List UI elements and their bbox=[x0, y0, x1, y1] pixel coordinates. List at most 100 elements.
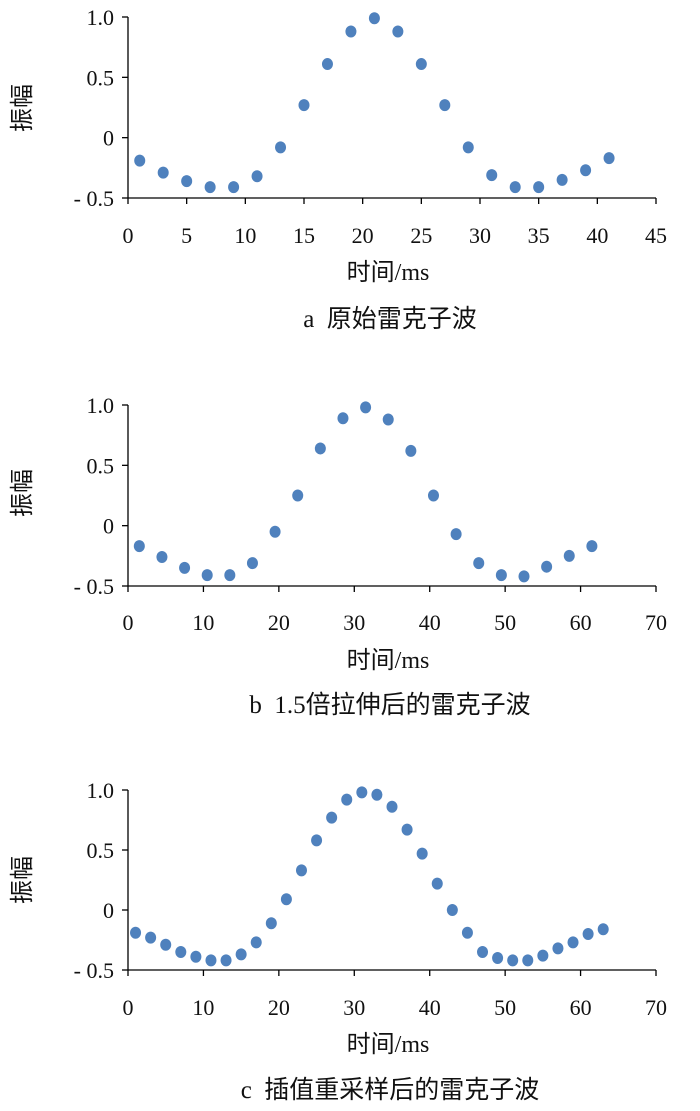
data-point bbox=[563, 549, 575, 562]
data-point bbox=[462, 141, 474, 154]
chart-panel-2: 0 10 20 30 40 50 60 70 1.0 0.5 0 - 0.5 时间/ms 振幅 b 1.5倍… bbox=[9, 393, 667, 719]
data-point bbox=[580, 164, 592, 177]
data-point bbox=[386, 800, 398, 813]
x-axis-title: 时间/ms bbox=[347, 1031, 430, 1058]
data-point bbox=[507, 954, 519, 967]
data-point bbox=[582, 928, 594, 940]
data-point bbox=[439, 99, 451, 112]
data-point bbox=[130, 926, 142, 939]
data-point bbox=[160, 938, 172, 951]
x-tick-label: 35 bbox=[528, 223, 550, 248]
x-tick-label: 10 bbox=[192, 610, 214, 635]
x-tick-label: 50 bbox=[494, 610, 516, 635]
data-point bbox=[228, 181, 240, 194]
data-point bbox=[522, 954, 534, 967]
data-point bbox=[295, 864, 307, 877]
y-tick-label: 0 bbox=[103, 514, 114, 539]
data-point bbox=[235, 948, 247, 961]
data-point bbox=[401, 823, 413, 836]
x-tick-label: 30 bbox=[343, 995, 365, 1020]
x-tick-label: 10 bbox=[192, 995, 214, 1020]
data-point bbox=[461, 926, 473, 939]
y-tick-label: 0 bbox=[103, 126, 114, 151]
x-tick-label: 10 bbox=[234, 223, 256, 248]
data-point bbox=[321, 58, 333, 71]
x-tick-label: 25 bbox=[410, 223, 432, 248]
data-point bbox=[190, 950, 202, 963]
data-point bbox=[201, 569, 213, 582]
data-point bbox=[224, 569, 236, 582]
y-tick-label: 1.0 bbox=[87, 393, 115, 418]
y-axis-title: 振幅 bbox=[9, 856, 36, 904]
y-tick-label: 1.0 bbox=[87, 5, 115, 30]
data-point bbox=[473, 557, 485, 570]
data-point bbox=[134, 154, 146, 167]
chart-panel-1: 0 5 10 15 20 25 30 35 40 45 1.0 0.5 0 - 0.5 时间/ms 振幅 a 原… bbox=[9, 5, 667, 333]
chart-panel-3: 0 10 20 30 40 50 60 70 1.0 0.5 0 - 0.5 时间/ms 振幅 c 插值重采… bbox=[9, 778, 667, 1104]
data-point bbox=[175, 946, 187, 958]
data-point bbox=[337, 412, 349, 425]
y-axis-title: 振幅 bbox=[9, 469, 36, 517]
x-tick-label: 50 bbox=[494, 995, 516, 1020]
data-point bbox=[246, 557, 258, 570]
data-point bbox=[427, 489, 439, 502]
data-point bbox=[360, 401, 372, 414]
data-point bbox=[486, 169, 498, 182]
data-point bbox=[156, 551, 168, 564]
data-point bbox=[541, 560, 553, 573]
data-point bbox=[597, 923, 609, 936]
x-tick-label: 20 bbox=[352, 223, 374, 248]
x-tick-label: 70 bbox=[645, 995, 667, 1020]
x-tick-label: 40 bbox=[586, 223, 608, 248]
data-point bbox=[145, 931, 157, 944]
data-point bbox=[405, 444, 417, 457]
data-point bbox=[509, 181, 521, 194]
data-point bbox=[292, 489, 304, 502]
x-tick-label: 0 bbox=[123, 995, 134, 1020]
x-tick-label: 5 bbox=[181, 223, 192, 248]
panel-caption: a 原始雷克子波 bbox=[303, 305, 477, 333]
y-tick-label: 0 bbox=[103, 898, 114, 923]
data-point bbox=[298, 99, 310, 112]
data-point bbox=[382, 413, 394, 426]
x-tick-label: 20 bbox=[268, 610, 290, 635]
data-point bbox=[537, 949, 549, 962]
x-tick-label: 15 bbox=[293, 223, 315, 248]
y-tick-label: 1.0 bbox=[87, 778, 115, 803]
x-tick-label: 0 bbox=[123, 610, 134, 635]
y-tick-label: 0.5 bbox=[87, 453, 115, 478]
x-tick-label: 0 bbox=[123, 223, 134, 248]
data-point bbox=[311, 834, 323, 847]
data-point bbox=[446, 904, 458, 916]
data-point bbox=[179, 561, 191, 574]
data-point bbox=[326, 811, 338, 824]
data-point bbox=[181, 175, 193, 188]
data-point bbox=[586, 540, 598, 553]
data-point bbox=[371, 788, 383, 801]
data-point bbox=[567, 936, 579, 949]
data-point bbox=[603, 152, 615, 165]
x-tick-label: 30 bbox=[469, 223, 491, 248]
data-point bbox=[280, 893, 292, 906]
data-point bbox=[269, 525, 281, 538]
data-point bbox=[133, 540, 145, 553]
data-point bbox=[314, 442, 326, 455]
x-tick-label: 70 bbox=[645, 610, 667, 635]
y-axis-title: 振幅 bbox=[9, 84, 36, 132]
data-point bbox=[392, 25, 404, 38]
data-point bbox=[450, 528, 462, 541]
data-point bbox=[251, 170, 263, 183]
x-tick-label: 45 bbox=[645, 223, 667, 248]
panel-caption: b 1.5倍拉伸后的雷克子波 bbox=[249, 691, 530, 719]
x-tick-label: 40 bbox=[419, 995, 441, 1020]
data-point bbox=[368, 12, 380, 25]
data-point bbox=[416, 847, 428, 860]
data-point bbox=[518, 570, 530, 583]
x-tick-label: 40 bbox=[419, 610, 441, 635]
data-point bbox=[556, 173, 568, 186]
y-tick-label: - 0.5 bbox=[74, 958, 114, 983]
data-point bbox=[345, 25, 357, 38]
x-axis-title: 时间/ms bbox=[347, 647, 430, 674]
x-tick-label: 20 bbox=[268, 995, 290, 1020]
